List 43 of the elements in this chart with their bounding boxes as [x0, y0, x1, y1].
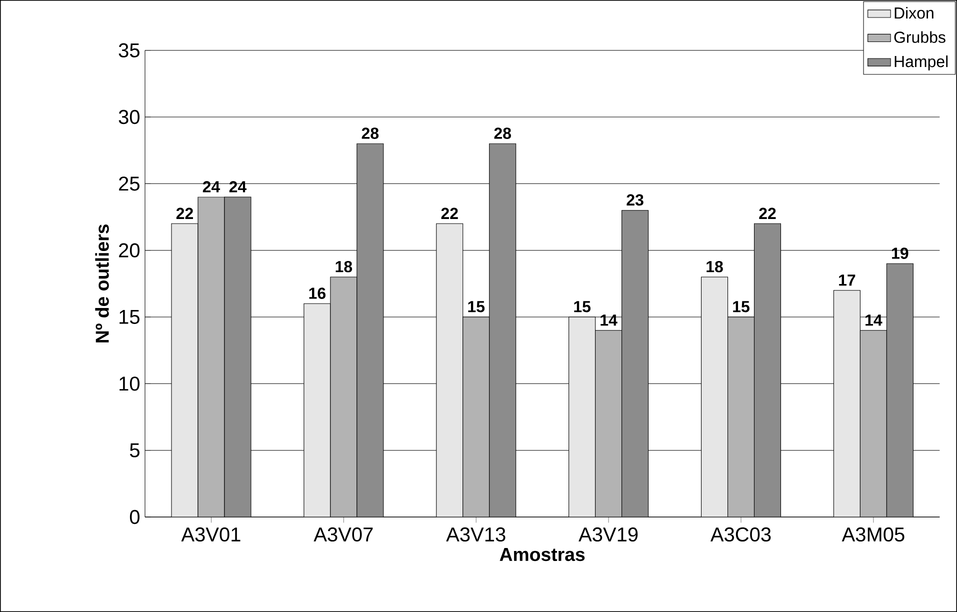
data-label: 14 [600, 314, 618, 326]
x-tick-label: A3M05 [842, 527, 904, 542]
data-label: 19 [892, 248, 908, 259]
x-tick-label: A3V19 [578, 527, 638, 542]
legend-label: Grubbs [894, 31, 946, 43]
data-label: 28 [362, 128, 379, 139]
data-label: 18 [336, 260, 352, 272]
bar [304, 303, 331, 517]
x-tick-label: A3V13 [446, 527, 506, 542]
data-label: 23 [626, 194, 644, 206]
data-label: 22 [441, 208, 458, 219]
data-label: 22 [759, 208, 776, 219]
y-tick-label: 25 [119, 176, 140, 191]
x-axis-title: Amostras [500, 548, 585, 562]
data-label: 24 [202, 181, 220, 192]
bar [833, 290, 860, 517]
legend-label: Hampel [894, 55, 948, 70]
bar [701, 276, 728, 517]
bar [568, 316, 596, 517]
data-label: 24 [229, 181, 247, 192]
data-label: 15 [574, 301, 591, 312]
y-tick-label: 0 [130, 510, 140, 524]
data-label: 28 [494, 128, 512, 139]
y-tick-label: 20 [119, 243, 140, 258]
data-label: 18 [706, 260, 723, 272]
data-label: 16 [309, 288, 326, 299]
y-axis-title: Nº de outliers [95, 224, 109, 342]
data-label: 17 [839, 274, 856, 286]
legend-label: Dixon [894, 6, 934, 19]
data-label: 22 [176, 208, 193, 219]
data-label: 15 [468, 301, 485, 312]
y-tick-label: 10 [120, 376, 140, 391]
x-tick-label: A3C03 [710, 527, 771, 542]
x-tick-label: A3V07 [314, 527, 373, 542]
data-label: 14 [866, 314, 882, 326]
y-tick-label: 30 [118, 110, 140, 124]
x-tick-label: A3V01 [181, 527, 240, 542]
bar [171, 223, 198, 517]
data-label: 15 [733, 301, 750, 312]
y-tick-label: 5 [130, 443, 140, 458]
y-tick-label: 35 [118, 43, 140, 58]
y-tick-label: 15 [120, 310, 140, 324]
bar [436, 223, 464, 517]
